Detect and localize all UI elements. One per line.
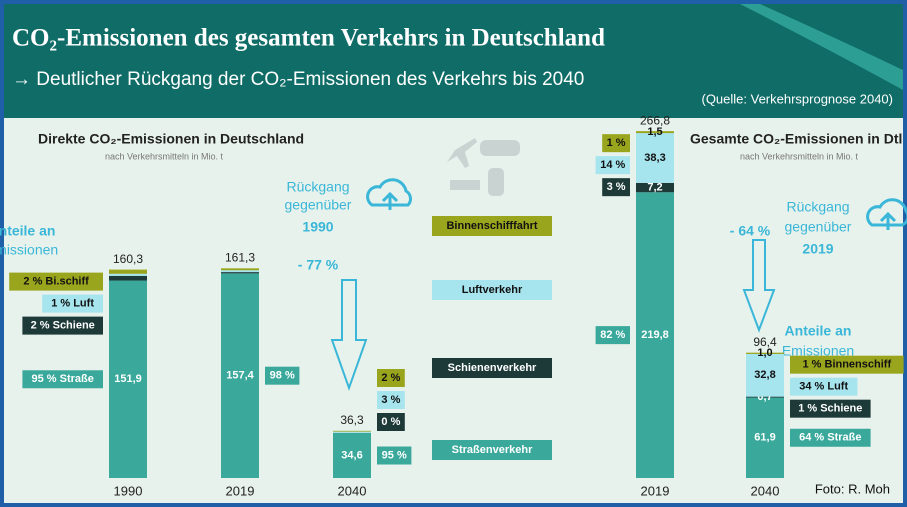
total-label: 161,3 bbox=[225, 250, 255, 264]
x-tick-label: 2040 bbox=[751, 483, 780, 498]
total-label: 160,3 bbox=[113, 252, 143, 266]
bar-segment bbox=[221, 272, 259, 273]
bar-segment bbox=[221, 270, 259, 272]
share-label: 95 % bbox=[382, 449, 407, 461]
page: CO₂-Emissionen des gesamten Verkehrs in … bbox=[0, 0, 907, 507]
annotation: Anteile an bbox=[0, 223, 55, 239]
share-label: 64 % Straße bbox=[799, 432, 861, 444]
value-label: 34,6 bbox=[341, 449, 362, 461]
x-tick-label: 2019 bbox=[226, 483, 255, 498]
x-tick-label: 2040 bbox=[338, 483, 367, 498]
annotation: Rückgang bbox=[786, 199, 849, 215]
slide-subtitle: → Deutlicher Rückgang der CO₂-Emissionen… bbox=[12, 69, 584, 90]
chart-subtitle: nach Verkehrsmitteln in Mio. t bbox=[105, 151, 224, 161]
annotation: - 77 % bbox=[298, 257, 339, 273]
share-label: 34 % Luft bbox=[799, 381, 848, 393]
annotation: gegenüber bbox=[785, 219, 852, 235]
total-label: 266,8 bbox=[640, 113, 670, 127]
slide: CO₂-Emissionen des gesamten Verkehrs in … bbox=[0, 0, 907, 507]
share-label: 98 % bbox=[270, 370, 295, 382]
annotation: gegenüber bbox=[285, 197, 352, 213]
share-label: 82 % bbox=[600, 329, 625, 341]
share-label: 2 % bbox=[381, 372, 400, 384]
share-label: 1 % Schiene bbox=[798, 403, 862, 415]
bar-segment bbox=[221, 268, 259, 270]
legend-label: Schienenverkehr bbox=[448, 362, 537, 374]
chart-title: Direkte CO₂-Emissionen in Deutschland bbox=[38, 131, 304, 147]
share-label: 3 % bbox=[381, 394, 400, 406]
value-label: 38,3 bbox=[644, 152, 665, 164]
value-label: 157,4 bbox=[226, 370, 254, 382]
share-label: 1 % bbox=[607, 137, 626, 149]
total-label: 36,3 bbox=[340, 413, 364, 427]
x-tick-label: 2019 bbox=[641, 483, 670, 498]
value-label: 7,2 bbox=[647, 181, 662, 193]
bar-segment bbox=[109, 276, 147, 281]
legend-label: Luftverkehr bbox=[462, 284, 523, 296]
value-label: 219,8 bbox=[641, 329, 669, 341]
photo-credit: Foto: R. Moh bbox=[815, 481, 890, 496]
chart-subtitle: nach Verkehrsmitteln in Mio. t bbox=[740, 151, 859, 161]
annotation: 2019 bbox=[802, 241, 833, 257]
annotation: Rückgang bbox=[286, 179, 349, 195]
annotation: - 64 % bbox=[730, 223, 771, 239]
share-label: 2 % Bi.schiff bbox=[23, 276, 89, 288]
bar-segment bbox=[333, 431, 371, 432]
legend-label: Straßenverkehr bbox=[452, 444, 533, 456]
legend-label: Binnenschifffahrt bbox=[446, 220, 537, 232]
value-label: 32,8 bbox=[754, 369, 775, 381]
annotation: Anteile an bbox=[785, 323, 852, 339]
value-label: 61,9 bbox=[754, 432, 775, 444]
bar-segment bbox=[109, 270, 147, 274]
share-label: 95 % Straße bbox=[32, 373, 94, 385]
share-label: 0 % bbox=[381, 416, 400, 428]
annotation: Emissionen bbox=[0, 242, 58, 258]
source: (Quelle: Verkehrsprognose 2040) bbox=[701, 91, 893, 106]
share-label: 3 % bbox=[607, 181, 626, 193]
share-label: 1 % Luft bbox=[51, 298, 94, 310]
x-tick-label: 1990 bbox=[114, 483, 143, 498]
share-label: 2 % Schiene bbox=[31, 320, 95, 332]
bar-segment bbox=[333, 432, 371, 433]
bar-segment bbox=[109, 274, 147, 276]
chart-title: Gesamte CO₂-Emissionen in Dtl bbox=[690, 131, 902, 147]
annotation: 1990 bbox=[302, 219, 333, 235]
value-label: 151,9 bbox=[114, 373, 142, 385]
value-label: 1,5 bbox=[647, 126, 662, 138]
slide-title: CO₂-Emissionen des gesamten Verkehrs in … bbox=[12, 25, 605, 52]
share-label: 14 % bbox=[600, 159, 625, 171]
total-label: 96,4 bbox=[753, 335, 777, 349]
share-label: 1 % Binnenschiff bbox=[802, 359, 891, 371]
